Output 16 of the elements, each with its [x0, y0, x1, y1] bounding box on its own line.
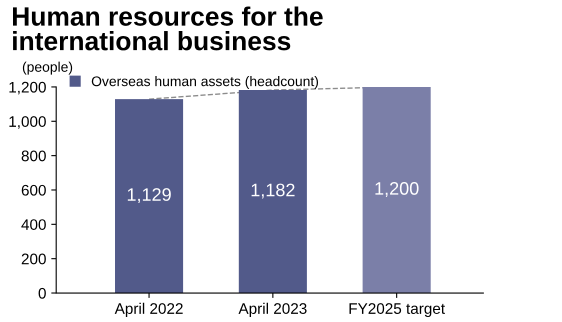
data-label: 1,129: [128, 188, 171, 204]
y-tick-label: 1,200: [9, 82, 46, 94]
y-tick-label: 200: [22, 254, 46, 264]
x-tick-label: April 2022: [114, 302, 183, 317]
data-label: 1,200: [375, 182, 419, 197]
y-axis-title: (people): [22, 62, 72, 75]
x-tick-label: April 2023: [238, 302, 307, 317]
data-label: 1,182: [252, 184, 295, 199]
y-tick-label: 1,000: [9, 116, 46, 129]
legend-label: Overseas human assets (headcount): [92, 76, 318, 89]
x-tick-label: FY2025 target: [350, 303, 445, 317]
y-tick-label: 400: [21, 219, 46, 230]
y-tick-label: 600: [22, 184, 46, 196]
y-tick-label: 0: [38, 288, 46, 299]
y-tick-label: 800: [22, 150, 46, 162]
chart-title: Human resources for the international business: [13, 6, 323, 50]
